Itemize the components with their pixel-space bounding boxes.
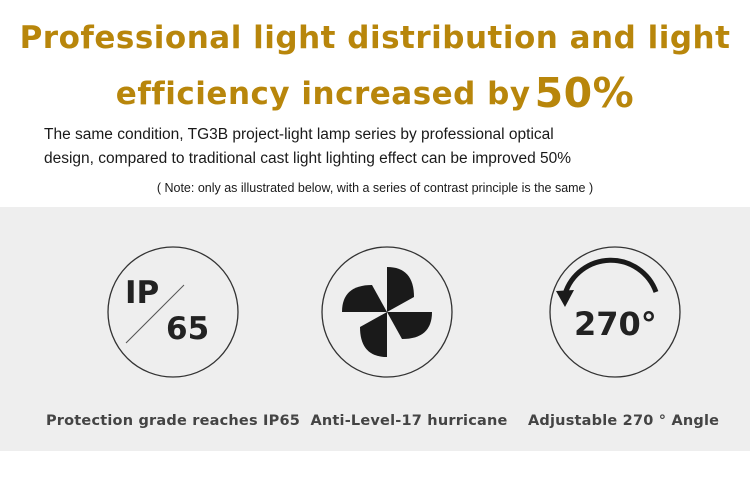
description-line-2: design, compared to traditional cast lig… xyxy=(44,150,572,167)
headline-line-1: Professional light distribution and ligh… xyxy=(19,20,731,56)
arrowhead-icon xyxy=(556,290,574,307)
angle-value: 270° xyxy=(574,305,657,343)
caption-protection-grade: Protection grade reaches IP65 xyxy=(45,413,301,429)
rotation-270-icon: 270° xyxy=(548,245,682,379)
caption-hurricane: Anti-Level-17 hurricane xyxy=(310,413,508,429)
ip-rating-value: 65 xyxy=(166,311,209,347)
fan-icon xyxy=(320,245,454,379)
ip-label: IP xyxy=(125,275,159,311)
headline-highlight: 50% xyxy=(534,69,635,117)
description-line-1: The same condition, TG3B project-light l… xyxy=(44,126,554,143)
ip65-icon: IP 65 xyxy=(106,245,240,379)
headline-line-2: efficiency increased by50% xyxy=(0,66,750,117)
note: ( Note: only as illustrated below, with … xyxy=(156,181,594,195)
headline-line-2-text: efficiency increased by xyxy=(115,76,531,112)
caption-adjustable-angle: Adjustable 270 ° Angle xyxy=(528,413,720,429)
